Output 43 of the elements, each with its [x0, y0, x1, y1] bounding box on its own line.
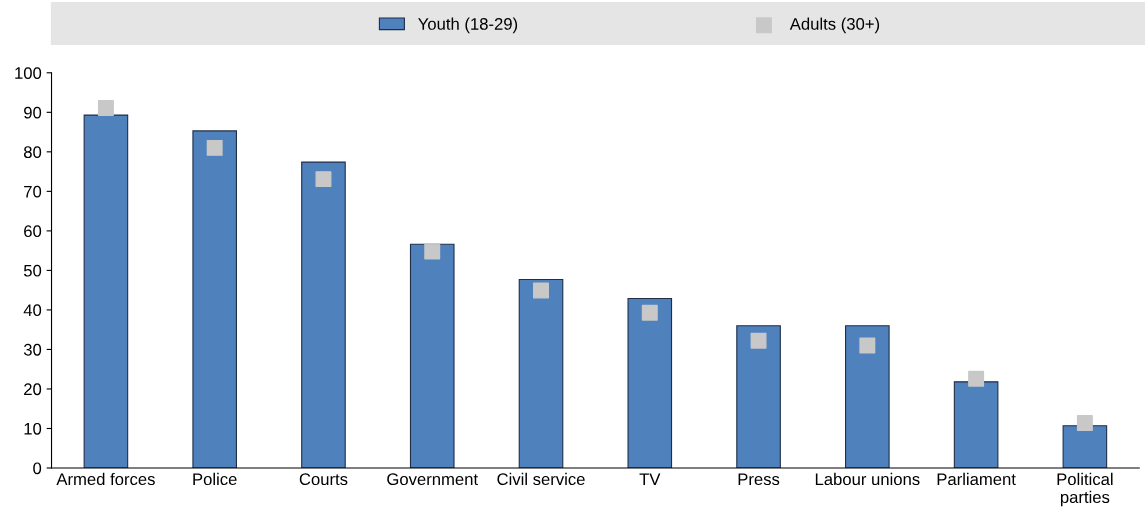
bar — [192, 130, 237, 468]
y-tick-label: 20 — [24, 383, 42, 396]
point — [641, 304, 658, 321]
y-tick-label: 60 — [24, 225, 42, 238]
bar — [409, 243, 455, 468]
bar — [953, 381, 999, 468]
y-tick-label: 30 — [23, 343, 42, 356]
point — [968, 370, 985, 387]
bar — [301, 161, 346, 468]
point — [750, 332, 767, 349]
x-tick-label: Political parties — [1057, 472, 1113, 507]
y-tick-label: 40 — [23, 304, 42, 317]
bar — [518, 278, 564, 468]
point — [859, 337, 876, 354]
y-tick-label: 70 — [24, 185, 42, 198]
legend-label: Adults (30+) — [789, 17, 880, 34]
bar — [845, 325, 890, 468]
point — [533, 282, 549, 299]
point — [315, 171, 332, 188]
bar — [627, 297, 673, 468]
x-tick-label: Government — [387, 473, 478, 486]
x-tick-label: Parliament — [937, 472, 1016, 486]
x-tick-label: Civil service — [497, 472, 585, 486]
bar — [83, 114, 129, 468]
y-tick-label: 0 — [33, 462, 42, 475]
x-tick-label: Courts — [299, 473, 348, 486]
x-tick-label: Armed forces — [56, 472, 155, 486]
x-tick-label: TV — [639, 473, 661, 485]
legend-label: Youth (18-29) — [418, 17, 518, 34]
x-tick-label: Police — [193, 472, 237, 486]
point — [1076, 414, 1093, 431]
x-tick-label: Press — [738, 473, 780, 486]
y-tick-label: 100 — [15, 67, 42, 79]
point — [97, 99, 114, 116]
y-tick-label: 90 — [24, 106, 42, 119]
y-tick-label: 80 — [23, 146, 42, 159]
x-tick-label: Labour unions — [815, 472, 920, 486]
bar — [1062, 425, 1108, 468]
y-tick-label: 10 — [24, 422, 42, 435]
bar — [736, 325, 781, 468]
point — [424, 243, 441, 260]
point — [206, 139, 223, 156]
y-tick-label: 50 — [23, 264, 42, 277]
